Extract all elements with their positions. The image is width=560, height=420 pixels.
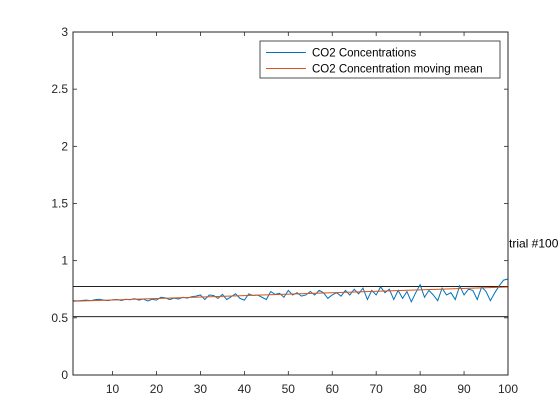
x-tick-label: 80 (413, 382, 427, 396)
legend-box (259, 40, 501, 79)
y-tick-label: 0 (61, 368, 68, 382)
plot-background (73, 32, 508, 375)
x-axis-ticks: 10 20 30 40 50 60 70 80 90 100 (106, 32, 518, 396)
y-tick-label: 3 (61, 25, 68, 39)
x-tick-label: 60 (326, 382, 340, 396)
x-tick-label: 30 (194, 382, 208, 396)
x-tick-label: 90 (457, 382, 471, 396)
legend-label-co2-concentrations: CO2 Concentrations (312, 48, 416, 60)
y-tick-label: 0.5 (51, 311, 68, 325)
x-tick-label: 40 (238, 382, 252, 396)
y-axis-ticks: 0 0.5 1 1.5 2 2.5 3 (51, 25, 508, 382)
y-tick-label: 1.5 (51, 197, 68, 211)
trial-annotation: trial #100 (509, 237, 559, 251)
series-layer (72, 278, 509, 304)
x-tick-label: 10 (106, 382, 120, 396)
series-line-0 (72, 278, 509, 304)
reference-lines (73, 285, 508, 318)
legend-label-moving-mean: CO2 Concentration moving mean (312, 64, 483, 76)
x-tick-label: 100 (498, 382, 518, 396)
x-tick-label: 70 (370, 382, 384, 396)
y-tick-label: 1 (61, 254, 68, 268)
legend: CO2 Concentrations CO2 Concentration mov… (259, 40, 501, 79)
x-tick-label: 50 (282, 382, 296, 396)
x-tick-label: 20 (150, 382, 164, 396)
y-tick-label: 2.5 (51, 82, 68, 96)
y-tick-label: 2 (61, 139, 68, 153)
series-line-1 (72, 286, 509, 302)
